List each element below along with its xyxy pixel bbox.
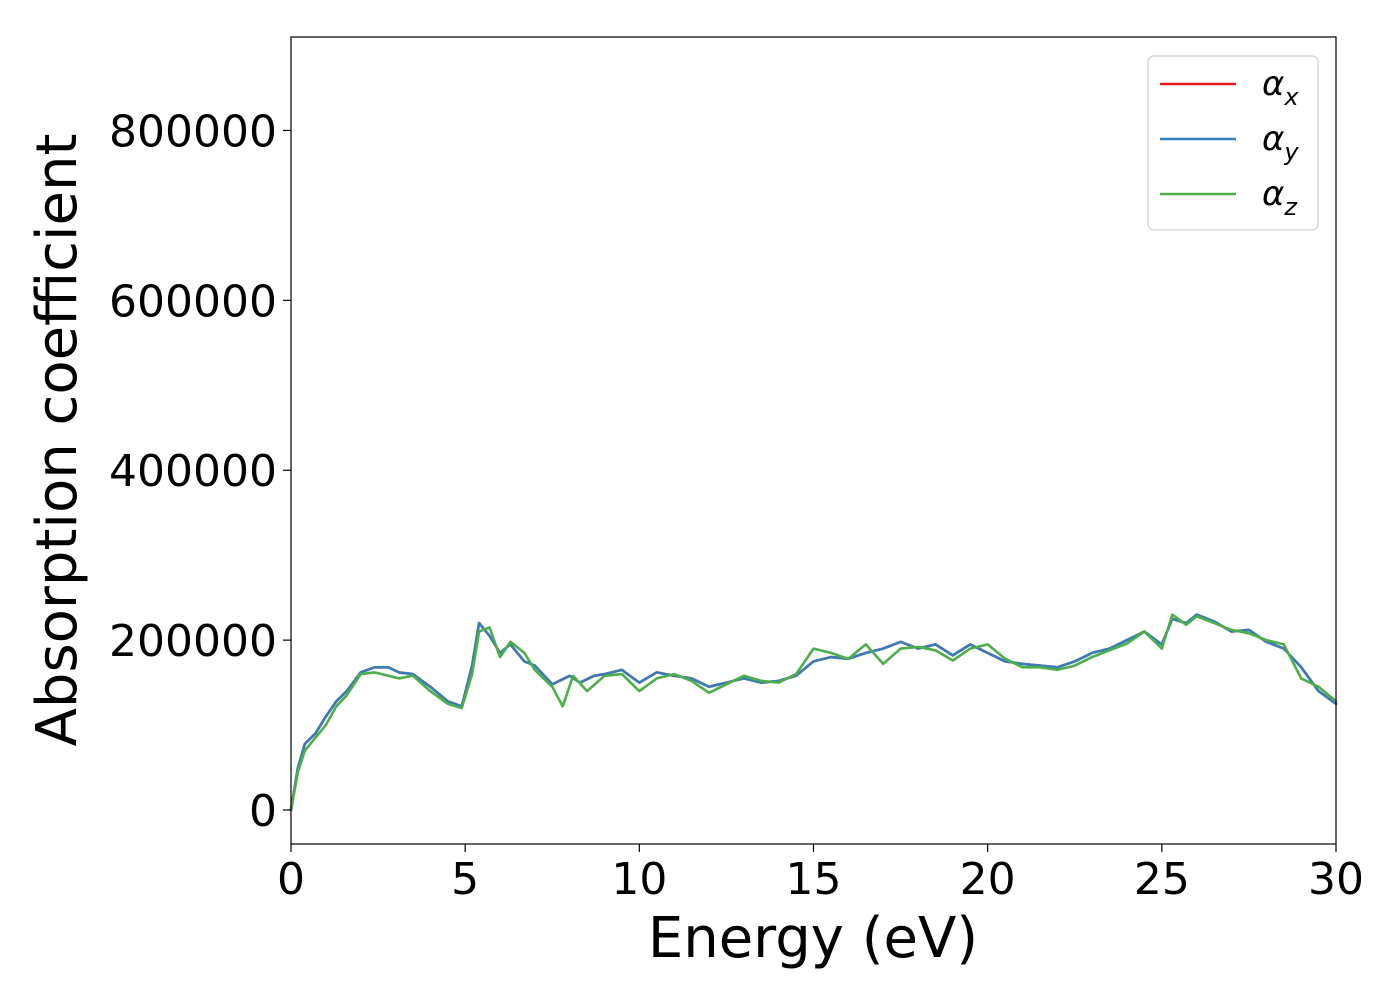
y-tick-label: 600000: [109, 276, 277, 327]
x-tick-label: 25: [1134, 854, 1190, 905]
y-axis-title: Absorption coefficient: [25, 134, 90, 747]
y-axis: 0 200000 400000 600000 800000: [109, 106, 291, 837]
x-tick-label: 30: [1308, 854, 1364, 905]
legend-box: [1147, 55, 1319, 231]
y-tick-label: 400000: [109, 446, 277, 497]
series-line-y: [289, 613, 1338, 812]
x-tick-label: 5: [451, 854, 479, 905]
x-axis-title: Energy (eV): [648, 906, 978, 971]
x-tick-label: 0: [277, 854, 305, 905]
x-tick-label: 15: [786, 854, 842, 905]
x-axis: 0 5 10 15 20 25 30: [277, 844, 1364, 905]
series-lines: [289, 613, 1338, 812]
y-tick-label: 0: [249, 786, 277, 837]
x-tick-label: 20: [960, 854, 1016, 905]
y-tick-label: 200000: [109, 616, 277, 667]
y-tick-label: 800000: [109, 106, 277, 157]
series-line-z: [289, 613, 1338, 812]
x-tick-label: 10: [611, 854, 667, 905]
